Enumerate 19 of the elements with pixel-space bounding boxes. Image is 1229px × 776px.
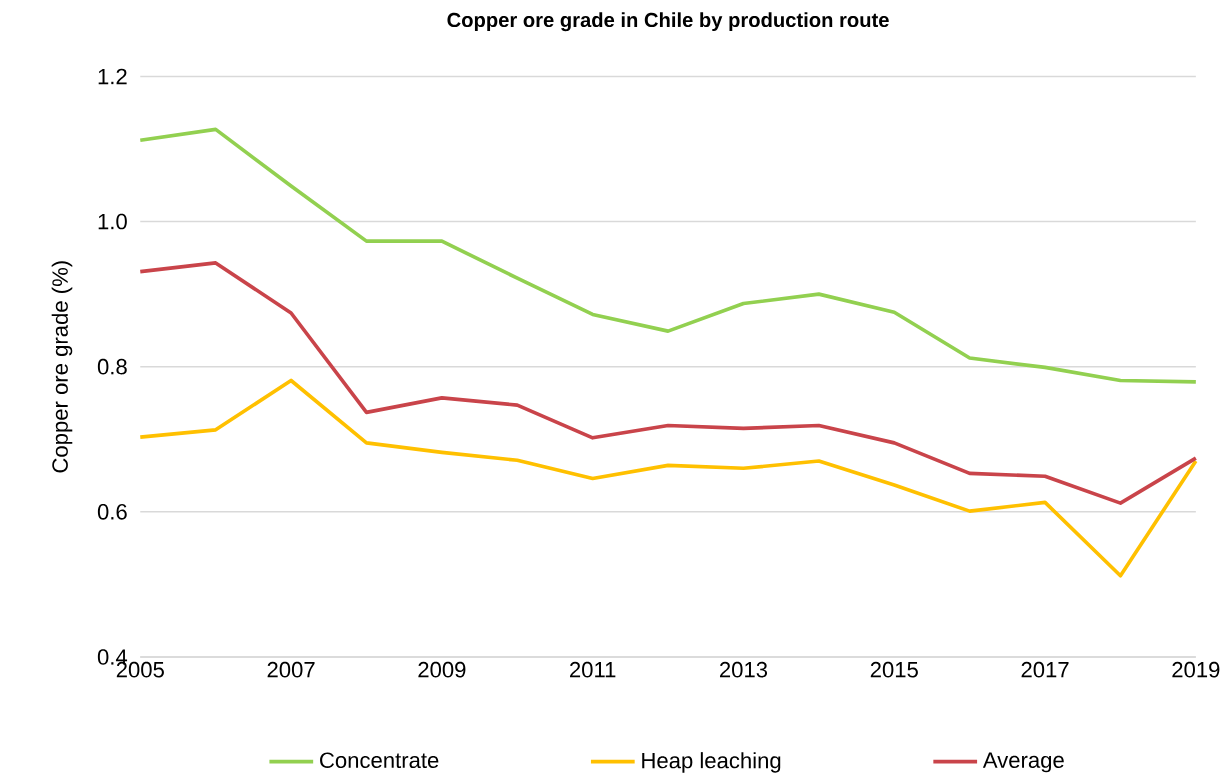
x-tick-label: 2011 [570, 661, 616, 678]
x-tick-label: 2007 [267, 661, 315, 678]
x-tick-label: 2015 [870, 661, 918, 678]
x-tick-label: 2019 [1172, 661, 1220, 678]
legend-label: Average [982, 752, 1064, 773]
y-tick-label: 0.6 [97, 504, 127, 520]
x-tick-label: 2009 [418, 661, 466, 678]
y-tick-label: 1.2 [98, 68, 127, 85]
legend-label: Heap leaching [642, 752, 781, 773]
x-tick-label: 2013 [719, 661, 768, 678]
y-tick-label: 0.8 [97, 358, 127, 375]
y-axis-title: Copper ore grade (%) [51, 261, 73, 473]
line-series [138, 261, 1198, 505]
chart-title: Copper ore grade in Chile by production route [447, 12, 889, 32]
x-tick-label: 2017 [1021, 661, 1069, 678]
legend-label: Concentrate [320, 752, 439, 769]
line-series [138, 127, 1198, 384]
y-tick-label: 1.0 [98, 213, 127, 230]
line-series [138, 378, 1198, 578]
